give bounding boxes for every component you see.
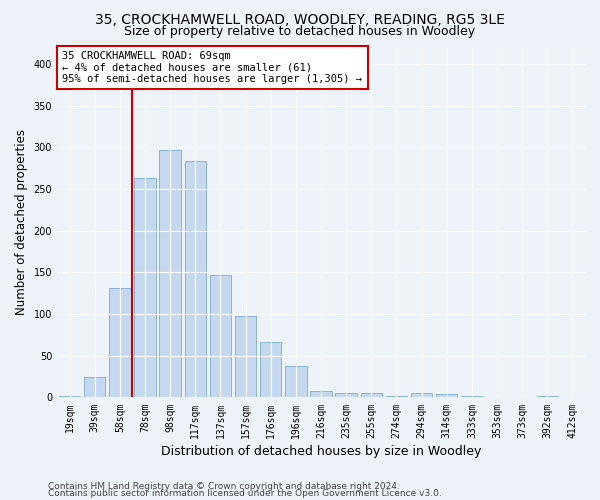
Bar: [285, 366, 307, 398]
Bar: [386, 396, 407, 398]
Bar: [461, 396, 482, 398]
Bar: [59, 396, 80, 398]
X-axis label: Distribution of detached houses by size in Woodley: Distribution of detached houses by size …: [161, 444, 481, 458]
Bar: [160, 150, 181, 398]
Bar: [411, 394, 432, 398]
Bar: [84, 378, 106, 398]
Bar: [361, 394, 382, 398]
Bar: [335, 394, 357, 398]
Bar: [487, 396, 508, 398]
Bar: [185, 161, 206, 398]
Text: Size of property relative to detached houses in Woodley: Size of property relative to detached ho…: [124, 25, 476, 38]
Bar: [210, 275, 231, 398]
Text: Contains public sector information licensed under the Open Government Licence v3: Contains public sector information licen…: [48, 490, 442, 498]
Bar: [536, 396, 558, 398]
Bar: [109, 288, 131, 398]
Text: Contains HM Land Registry data © Crown copyright and database right 2024.: Contains HM Land Registry data © Crown c…: [48, 482, 400, 491]
Bar: [310, 391, 332, 398]
Text: 35 CROCKHAMWELL ROAD: 69sqm
← 4% of detached houses are smaller (61)
95% of semi: 35 CROCKHAMWELL ROAD: 69sqm ← 4% of deta…: [62, 51, 362, 84]
Bar: [436, 394, 457, 398]
Bar: [260, 342, 281, 398]
Bar: [235, 316, 256, 398]
Bar: [134, 178, 156, 398]
Y-axis label: Number of detached properties: Number of detached properties: [15, 130, 28, 316]
Text: 35, CROCKHAMWELL ROAD, WOODLEY, READING, RG5 3LE: 35, CROCKHAMWELL ROAD, WOODLEY, READING,…: [95, 12, 505, 26]
